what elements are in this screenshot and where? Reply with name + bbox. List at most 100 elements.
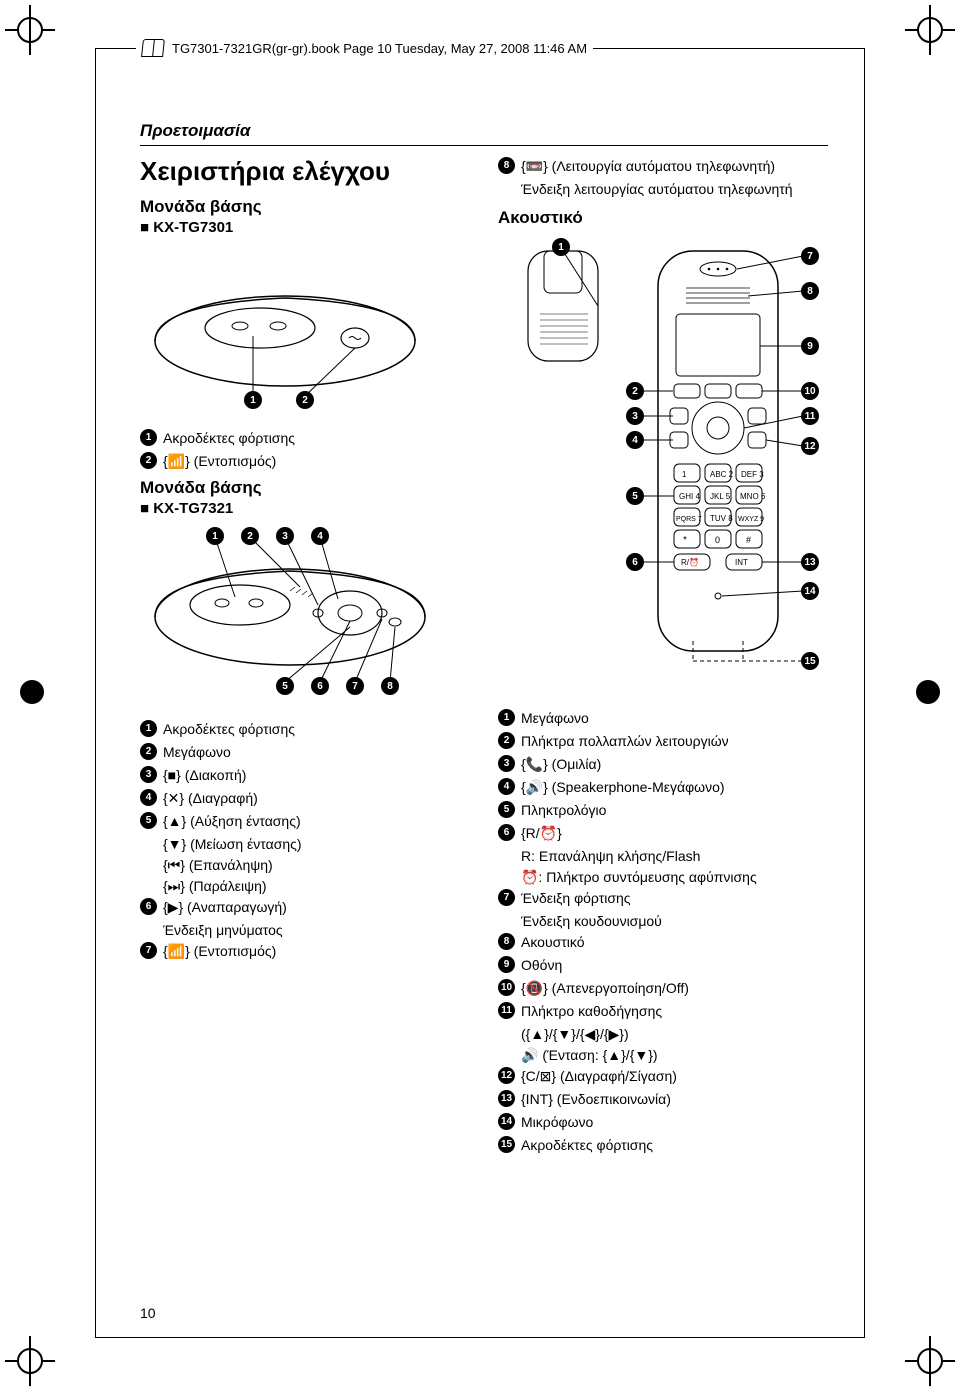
badge-icon: 10 (498, 979, 515, 996)
callout-badge: 4 (311, 527, 329, 545)
svg-text:PQRS 7: PQRS 7 (676, 516, 702, 523)
badge-icon: 5 (140, 812, 157, 829)
page-header: TG7301-7321GR(gr-gr).book Page 10 Tuesda… (136, 39, 593, 57)
list-item: 4{🔊} (Speakerphone-Μεγάφωνο) (498, 777, 828, 798)
list-item: 4{✕} (Διαγραφή) (140, 788, 468, 809)
callout-badge: 3 (626, 407, 644, 425)
callout-badge: 4 (626, 431, 644, 449)
callout-badge: 2 (241, 527, 259, 545)
callout-badge: 1 (244, 391, 262, 409)
badge-icon: 14 (498, 1113, 515, 1130)
sub-line: R: Επανάληψη κλήσης/Flash (521, 846, 828, 867)
sub-line: Ένδειξη λειτουργίας αυτόματου τηλεφωνητή (521, 179, 828, 200)
list-item: 14Μικρόφωνο (498, 1112, 828, 1133)
badge-icon: 6 (140, 898, 157, 915)
base-7321-illustration (140, 527, 450, 707)
registration-dot-icon (20, 680, 44, 704)
badge-icon: 1 (498, 709, 515, 726)
divider-icon (140, 145, 828, 146)
callout-badge: 2 (626, 382, 644, 400)
callout-badge: 1 (206, 527, 224, 545)
badge-icon: 8 (498, 933, 515, 950)
header-filename: TG7301-7321GR(gr-gr).book Page 10 Tuesda… (172, 41, 587, 56)
callout-badge: 5 (626, 487, 644, 505)
svg-text:1: 1 (682, 470, 687, 479)
model-7301: KX-TG7301 (140, 219, 468, 236)
svg-text:DEF 3: DEF 3 (741, 470, 764, 479)
callout-badge: 2 (296, 391, 314, 409)
callout-badge: 10 (801, 382, 819, 400)
badge-icon: 2 (140, 743, 157, 760)
callout-badge: 7 (346, 677, 364, 695)
svg-text:INT: INT (735, 558, 748, 567)
badge-icon: 13 (498, 1090, 515, 1107)
registration-mark-icon (905, 1336, 955, 1386)
handset-callouts: 1Μεγάφωνο 2Πλήκτρα πολλαπλών λειτουργιών… (498, 708, 828, 844)
badge-icon: 12 (498, 1067, 515, 1084)
list-item: 7Ένδειξη φόρτισης (498, 888, 828, 909)
base-7301-illustration (140, 246, 450, 416)
svg-text:TUV 8: TUV 8 (710, 514, 733, 523)
handset-callouts-b: 7Ένδειξη φόρτισης (498, 888, 828, 909)
diagram-base-7301: 1 2 (140, 246, 468, 416)
callout-badge: 3 (276, 527, 294, 545)
svg-text:GHI 4: GHI 4 (679, 492, 700, 501)
handset-title: Ακουστικό (498, 208, 828, 228)
list-item: 7{📶} (Εντοπισμός) (140, 941, 468, 962)
callout-badge: 5 (276, 677, 294, 695)
list-item: 2Πλήκτρα πολλαπλών λειτουργιών (498, 731, 828, 752)
badge-icon: 7 (498, 889, 515, 906)
sub-line: ⏰: Πλήκτρο συντόμευσης αφύπνισης (521, 867, 828, 888)
callouts-7321: 1Ακροδέκτες φόρτισης 2Μεγάφωνο 3{■} (Δια… (140, 719, 468, 832)
list-item: 3{■} (Διακοπή) (140, 765, 468, 786)
list-item: 8{📼} (Λειτουργία αυτόματου τηλεφωνητή) (498, 156, 828, 177)
main-title: Χειριστήρια ελέγχου (140, 156, 468, 187)
callouts-7321-c: 7{📶} (Εντοπισμός) (140, 941, 468, 962)
list-item: 3{📞} (Ομιλία) (498, 754, 828, 775)
list-item: 2Μεγάφωνο (140, 742, 468, 763)
right-column: 8{📼} (Λειτουργία αυτόματου τηλεφωνητή) Έ… (498, 156, 828, 1158)
list-item: 6{▶} (Αναπαραγωγή) (140, 897, 468, 918)
badge-icon: 4 (140, 789, 157, 806)
base-unit-title: Μονάδα βάσης (140, 197, 468, 217)
callouts-7301: 1Ακροδέκτες φόρτισης 2{📶} (Εντοπισμός) (140, 428, 468, 472)
registration-mark-icon (5, 1336, 55, 1386)
list-item: 11Πλήκτρο καθοδήγησης (498, 1001, 828, 1022)
svg-text:ABC 2: ABC 2 (710, 470, 734, 479)
list-item: 13{INT} (Ενδοεπικοινωνία) (498, 1089, 828, 1110)
sub-line: ({▲}/{▼}/{◀}/{▶}) (521, 1024, 828, 1045)
callout-badge: 6 (311, 677, 329, 695)
callout-badge: 8 (381, 677, 399, 695)
sub-line: Ένδειξη κουδουνισμού (521, 911, 828, 932)
list-item: 9Οθόνη (498, 955, 828, 976)
badge-icon: 2 (140, 452, 157, 469)
callout-badge: 12 (801, 437, 819, 455)
handset-callouts-c: 8Ακουστικό 9Οθόνη 10{📵} (Απενεργοποίηση/… (498, 932, 828, 1022)
callout-badge: 1 (552, 238, 570, 256)
badge-icon: 9 (498, 956, 515, 973)
callout-badge: 11 (801, 407, 819, 425)
badge-icon: 1 (140, 720, 157, 737)
badge-icon: 15 (498, 1136, 515, 1153)
registration-mark-icon (5, 5, 55, 55)
callout-badge: 9 (801, 337, 819, 355)
svg-text:R/⏰: R/⏰ (681, 557, 699, 567)
callout-badge: 8 (801, 282, 819, 300)
list-item: 1Μεγάφωνο (498, 708, 828, 729)
sub-line: {⏮} (Επανάληψη) (163, 855, 468, 876)
list-item: 6{R/⏰} (498, 823, 828, 844)
handset-callouts-d: 12{C/⊠} (Διαγραφή/Σίγαση) 13{INT} (Ενδοε… (498, 1066, 828, 1156)
sub-line: Ένδειξη μηνύματος (163, 920, 468, 941)
callout-badge: 13 (801, 553, 819, 571)
badge-icon: 3 (140, 766, 157, 783)
list-item: 5Πληκτρολόγιο (498, 800, 828, 821)
badge-icon: 7 (140, 942, 157, 959)
callout-badge: 6 (626, 553, 644, 571)
list-item: 5{▲} (Αύξηση έντασης) (140, 811, 468, 832)
registration-mark-icon (905, 5, 955, 55)
callout-badge: 15 (801, 652, 819, 670)
list-item: 15Ακροδέκτες φόρτισης (498, 1135, 828, 1156)
page-content: Προετοιμασία Χειριστήρια ελέγχου Μονάδα … (140, 121, 828, 1158)
callout-8-top: 8{📼} (Λειτουργία αυτόματου τηλεφωνητή) (498, 156, 828, 177)
list-item: 10{📵} (Απενεργοποίηση/Off) (498, 978, 828, 999)
